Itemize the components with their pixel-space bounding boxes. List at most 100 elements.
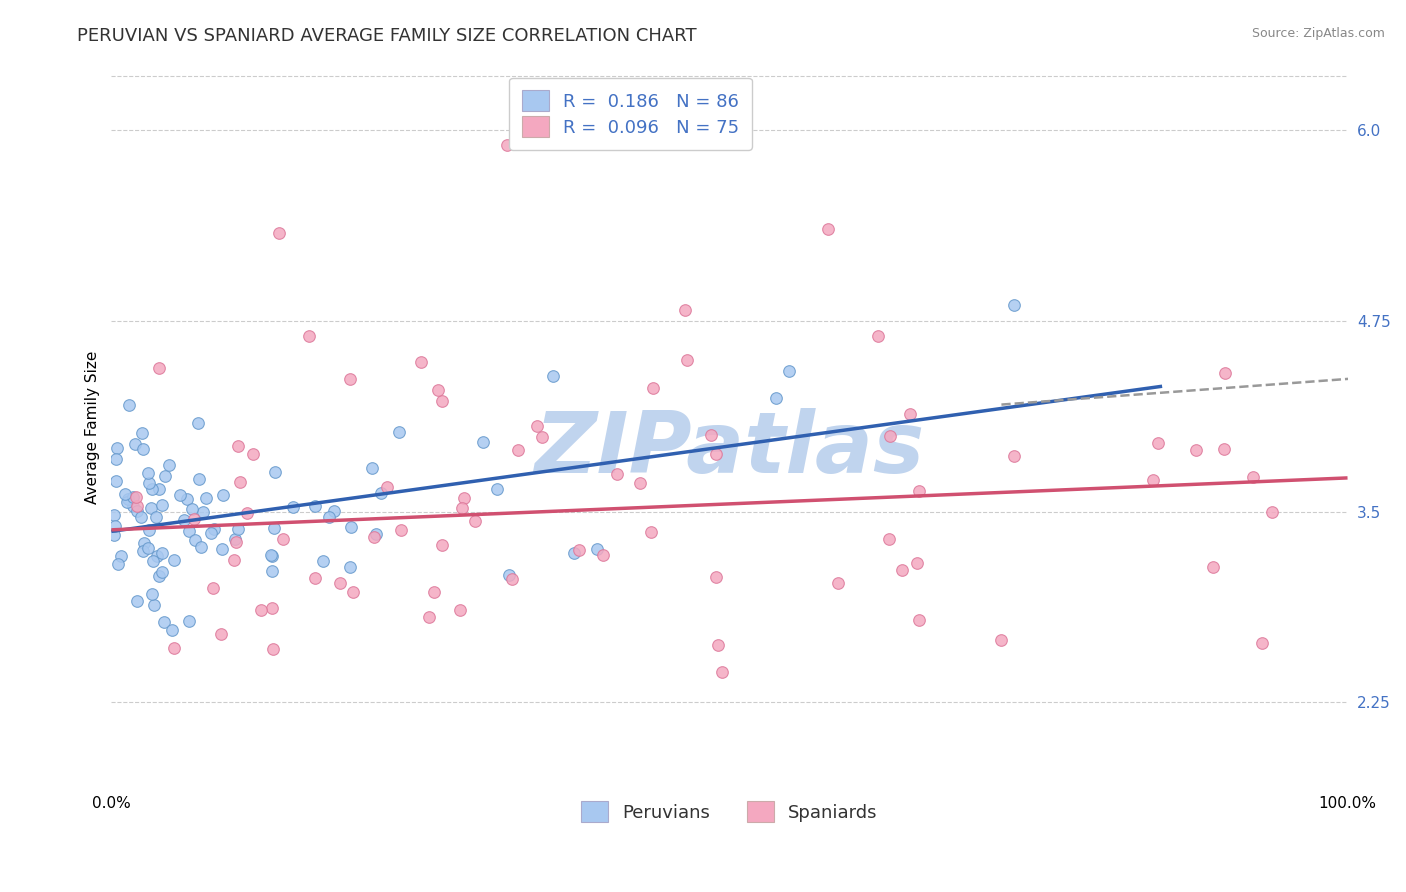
Point xyxy=(163,641,186,656)
Point xyxy=(169,488,191,502)
Point xyxy=(643,381,665,395)
Point xyxy=(283,500,305,514)
Point xyxy=(187,472,209,486)
Point xyxy=(117,491,139,506)
Point xyxy=(1202,560,1225,574)
Point xyxy=(907,556,929,570)
Point xyxy=(628,475,651,490)
Point xyxy=(121,499,143,513)
Point xyxy=(146,549,169,564)
Point xyxy=(370,486,392,500)
Point xyxy=(153,615,176,629)
Point xyxy=(704,447,727,461)
Point xyxy=(1142,473,1164,487)
Point xyxy=(105,475,128,489)
Point xyxy=(329,575,352,590)
Point xyxy=(211,488,233,502)
Point xyxy=(143,598,166,612)
Point xyxy=(222,553,245,567)
Point xyxy=(339,559,361,574)
Point xyxy=(163,553,186,567)
Point xyxy=(190,541,212,555)
Point xyxy=(138,524,160,538)
Point xyxy=(526,419,548,434)
Point xyxy=(879,533,901,547)
Point xyxy=(129,510,152,524)
Point xyxy=(312,554,335,568)
Point xyxy=(125,499,148,513)
Point xyxy=(187,417,209,431)
Point xyxy=(103,508,125,523)
Point xyxy=(225,534,247,549)
Point xyxy=(1212,442,1234,456)
Point xyxy=(181,501,204,516)
Point xyxy=(322,504,344,518)
Point xyxy=(263,521,285,535)
Point xyxy=(891,563,914,577)
Point xyxy=(148,360,170,375)
Point xyxy=(1250,636,1272,650)
Point xyxy=(184,533,207,547)
Point xyxy=(193,504,215,518)
Point xyxy=(104,519,127,533)
Point xyxy=(267,226,290,240)
Point xyxy=(132,442,155,456)
Point xyxy=(148,482,170,496)
Point xyxy=(125,504,148,518)
Y-axis label: Average Family Size: Average Family Size xyxy=(86,351,100,504)
Point xyxy=(148,568,170,582)
Point xyxy=(778,364,800,378)
Point xyxy=(202,522,225,536)
Point xyxy=(711,665,734,679)
Point xyxy=(262,642,284,657)
Point xyxy=(176,492,198,507)
Point xyxy=(707,638,730,652)
Point xyxy=(432,393,454,408)
Point xyxy=(866,329,889,343)
Point xyxy=(304,500,326,514)
Point xyxy=(606,467,628,481)
Point xyxy=(879,428,901,442)
Point xyxy=(418,610,440,624)
Point xyxy=(592,549,614,563)
Point xyxy=(132,543,155,558)
Point xyxy=(141,482,163,496)
Point xyxy=(273,533,295,547)
Point xyxy=(142,554,165,568)
Point xyxy=(183,511,205,525)
Legend: Peruvians, Spaniards: Peruvians, Spaniards xyxy=(568,789,890,835)
Point xyxy=(136,541,159,555)
Point xyxy=(562,546,585,560)
Point xyxy=(260,601,283,615)
Text: PERUVIAN VS SPANIARD AVERAGE FAMILY SIZE CORRELATION CHART: PERUVIAN VS SPANIARD AVERAGE FAMILY SIZE… xyxy=(77,27,697,45)
Point xyxy=(200,526,222,541)
Point xyxy=(464,514,486,528)
Point xyxy=(105,452,128,467)
Point xyxy=(259,548,281,562)
Point xyxy=(360,461,382,475)
Point xyxy=(125,594,148,608)
Point xyxy=(990,632,1012,647)
Point xyxy=(122,490,145,504)
Point xyxy=(298,329,321,343)
Point xyxy=(898,407,921,421)
Point xyxy=(110,549,132,563)
Point xyxy=(543,369,565,384)
Point xyxy=(1213,366,1236,380)
Point xyxy=(145,509,167,524)
Point xyxy=(676,353,699,368)
Point xyxy=(827,575,849,590)
Point xyxy=(817,222,839,236)
Point xyxy=(138,476,160,491)
Point xyxy=(103,528,125,542)
Point xyxy=(209,627,232,641)
Point xyxy=(136,467,159,481)
Point xyxy=(430,538,453,552)
Point xyxy=(567,543,589,558)
Point xyxy=(451,501,474,516)
Point xyxy=(377,480,399,494)
Point xyxy=(1261,505,1284,519)
Point xyxy=(704,569,727,583)
Point xyxy=(155,469,177,483)
Point xyxy=(263,465,285,479)
